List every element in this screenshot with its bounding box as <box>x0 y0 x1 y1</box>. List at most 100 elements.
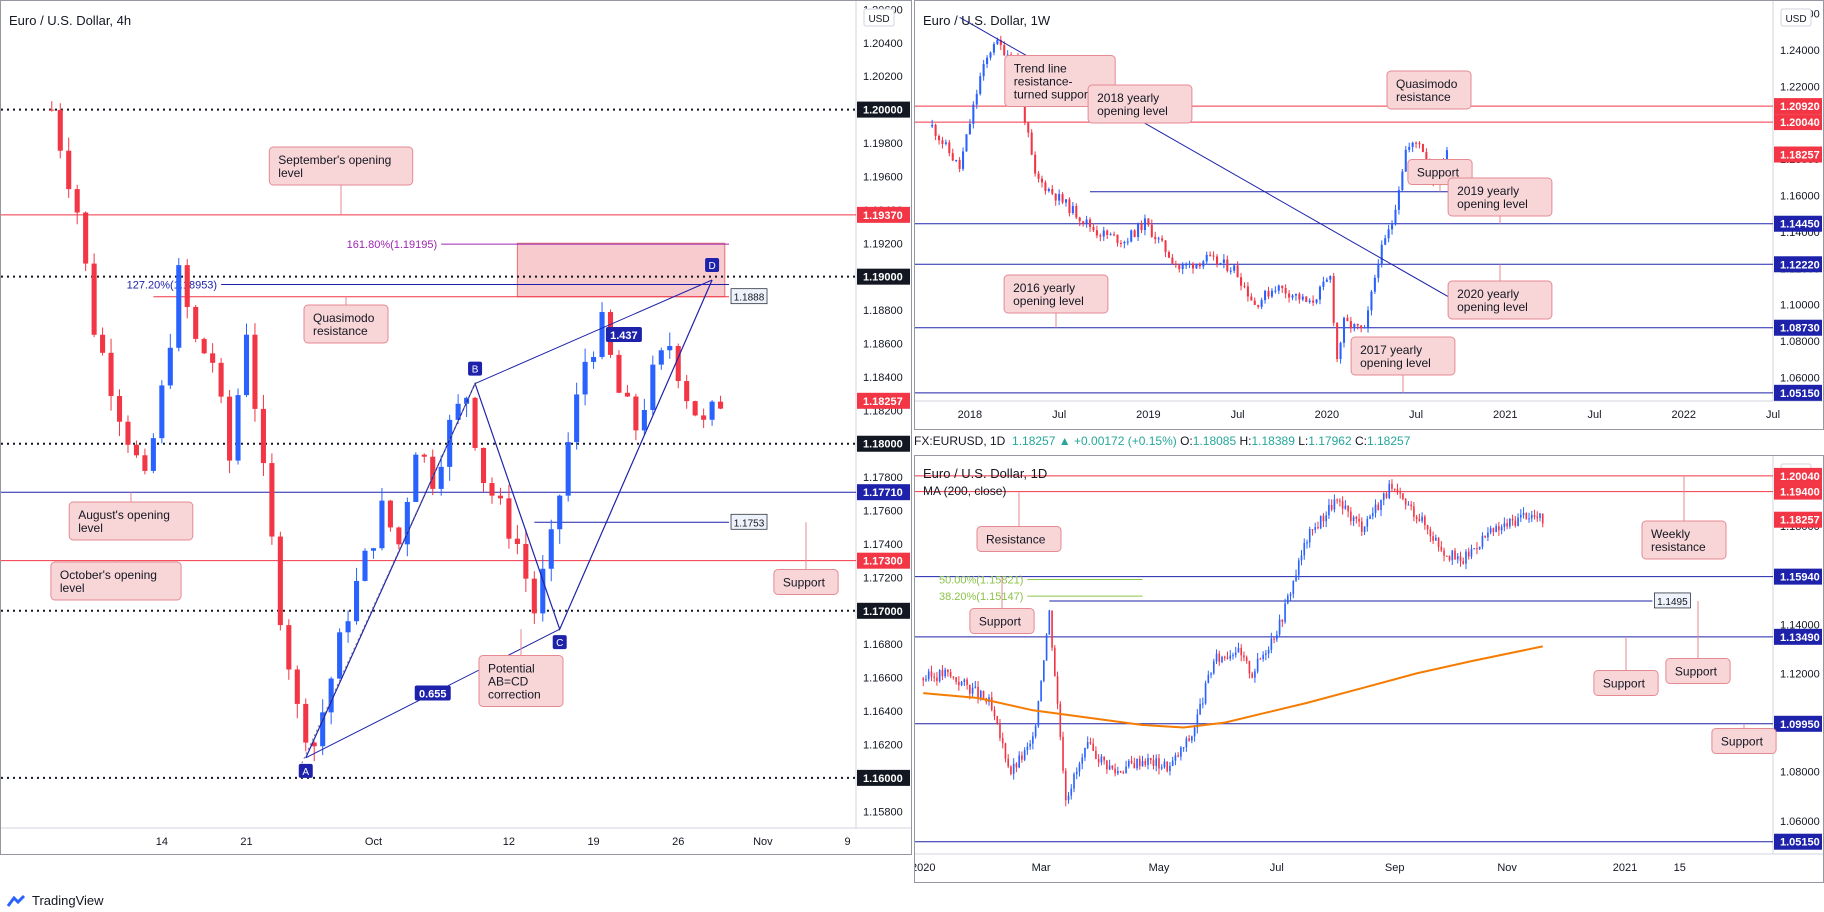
level-tag-label: 1.15940 <box>1780 572 1820 584</box>
y-tick-label: 1.17800 <box>863 472 903 484</box>
candle-body <box>1421 516 1423 522</box>
candle-body <box>1253 300 1256 305</box>
chart-panel-weekly[interactable]: 1.060001.080001.100001.120001.140001.160… <box>914 0 1824 430</box>
callout-box <box>773 569 839 595</box>
candle-body <box>303 703 309 743</box>
candle-body <box>1158 758 1160 769</box>
candle-body <box>1071 206 1074 213</box>
y-tick-label: 1.16200 <box>863 739 903 751</box>
candle-body <box>1185 738 1188 748</box>
currency-label: USD <box>868 14 889 25</box>
candle-body <box>1328 504 1330 516</box>
candle-body <box>709 401 715 420</box>
callout-text: 2017 yearly <box>1360 343 1422 357</box>
candle-body <box>1215 653 1218 662</box>
callout-box <box>1003 274 1109 314</box>
callout-box <box>50 561 182 601</box>
level-tag <box>1774 483 1822 500</box>
y-tick-label: 1.16600 <box>863 673 903 685</box>
level-tag-label: 1.09950 <box>1780 719 1820 731</box>
tradingview-logo[interactable]: TradingView <box>6 893 104 908</box>
candle-body <box>1476 548 1478 550</box>
candle-body <box>1051 610 1053 648</box>
candle-body <box>1330 504 1333 510</box>
callout-text: resistance <box>1396 90 1451 104</box>
candle-body <box>1141 761 1144 767</box>
callout-box <box>1447 280 1553 320</box>
candle-body <box>1051 189 1054 194</box>
candle-body <box>1295 575 1297 581</box>
candle-body <box>1223 656 1226 658</box>
x-tick-label: 2022 <box>1672 409 1696 421</box>
candle-body <box>260 408 266 464</box>
pattern-point-badge <box>468 361 483 376</box>
low-label: L: <box>1298 434 1309 448</box>
candle-body <box>1286 595 1289 604</box>
y-tick-label: 1.08000 <box>1780 767 1820 779</box>
callout-text: turned support <box>1014 88 1092 102</box>
x-tick-label: 21 <box>240 836 252 848</box>
candle-body <box>1448 556 1451 561</box>
y-tick-label: 1.17600 <box>863 506 903 518</box>
pattern-ratio-label: 0.655 <box>419 689 447 701</box>
callout-box <box>1386 70 1472 110</box>
callout-text: AB=CD <box>488 675 529 689</box>
candle-body <box>557 495 563 530</box>
candle-body <box>1301 296 1304 300</box>
level-tag-label: 1.05150 <box>1780 837 1820 849</box>
x-tick-label: Jul <box>1231 409 1245 421</box>
candle-body <box>948 142 951 154</box>
candle-body <box>1388 483 1391 498</box>
candle-body <box>951 153 954 161</box>
candle-body <box>650 364 656 411</box>
candle-body <box>1467 551 1470 557</box>
level-tag-label: 1.20040 <box>1780 117 1820 129</box>
candle-body <box>1421 144 1424 153</box>
candle-body <box>1015 763 1018 768</box>
x-tick-label: Jul <box>1409 409 1423 421</box>
pattern-point-badge <box>298 763 313 778</box>
callout-box <box>268 146 414 186</box>
candle-body <box>1346 317 1349 322</box>
callout-text: level <box>60 581 85 595</box>
level-tag <box>1774 833 1822 850</box>
y-tick-label: 1.16000 <box>1780 191 1820 203</box>
chart-daily[interactable]: 1.060001.080001.100001.120001.140001.160… <box>915 456 1823 882</box>
level-tag <box>1774 467 1822 484</box>
candle-body <box>1167 252 1170 258</box>
candle-body <box>1281 619 1284 622</box>
candle-body <box>1371 513 1374 517</box>
chart-panel-daily[interactable]: 1.060001.080001.100001.120001.140001.160… <box>914 455 1824 883</box>
pattern-point-label: D <box>708 261 715 272</box>
level-tag-label: 1.14450 <box>1780 219 1820 231</box>
candle-body <box>667 345 673 351</box>
candle-body <box>1180 747 1182 757</box>
candle-body <box>1150 224 1153 237</box>
candle-body <box>990 697 993 710</box>
candle-body <box>150 438 156 471</box>
candle-body <box>986 57 989 65</box>
chart-weekly[interactable]: 1.060001.080001.100001.120001.140001.160… <box>915 1 1823 429</box>
candle-body <box>1503 523 1506 527</box>
candle-body <box>387 500 393 528</box>
candle-body <box>1114 768 1116 774</box>
candle-body <box>1517 517 1519 526</box>
candle-body <box>1298 293 1301 300</box>
candle-body <box>1500 526 1503 531</box>
candle-body <box>49 109 55 111</box>
candle-body <box>1195 263 1198 269</box>
candle-body <box>1366 519 1369 527</box>
candle-body <box>1342 317 1346 343</box>
candle-body <box>931 124 934 127</box>
chart-4h[interactable]: 1.15800 1.16000 1.16200 1.16400 1.16600 1.168… <box>1 1 911 854</box>
candle-body <box>1161 238 1164 241</box>
candle-body <box>1273 638 1275 640</box>
y-tick-label: 1.06000 <box>1780 816 1820 828</box>
y-tick-label: 1.18400 <box>863 372 903 384</box>
callout-text: Resistance <box>986 533 1046 547</box>
candle-body <box>1533 515 1536 517</box>
candle-body <box>1248 660 1251 674</box>
callout-text: Quasimodo <box>313 311 375 325</box>
candle-body <box>1322 281 1325 287</box>
chart-panel-4h[interactable]: 1.15800 1.16000 1.16200 1.16400 1.16600 1.168… <box>0 0 912 855</box>
